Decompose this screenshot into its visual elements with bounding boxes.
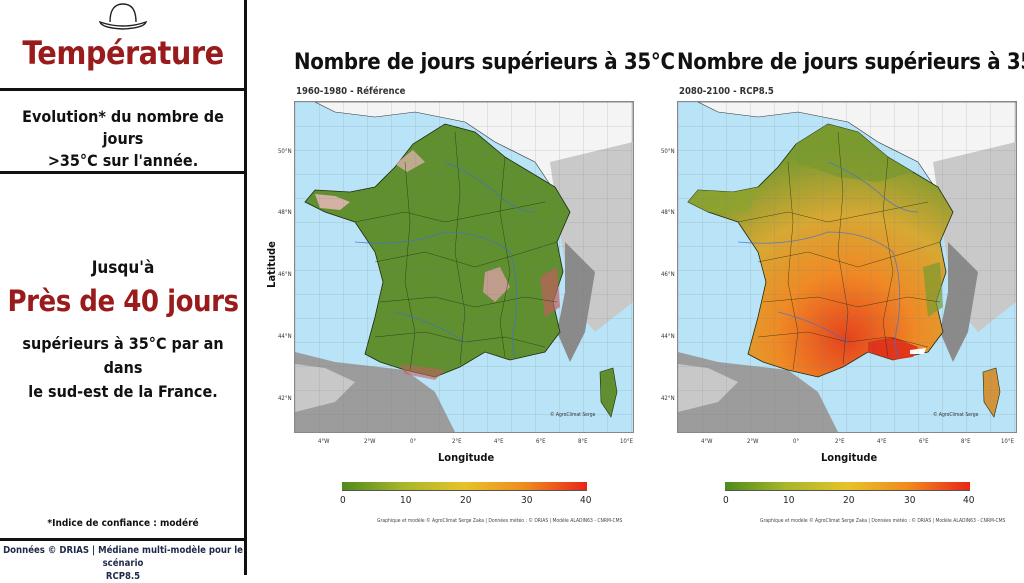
source-note: Données © DRIAS | Médiane multi-modèle p… (0, 544, 246, 583)
colorbar-tick: 0 (723, 495, 729, 506)
x-tick: 2°W (364, 438, 376, 445)
x-tick: 6°E (536, 438, 546, 445)
x-tick: 4°W (318, 438, 330, 445)
colorbar-tick: 10 (783, 495, 795, 506)
x-tick: 8°E (961, 438, 971, 445)
x-tick: 2°W (747, 438, 759, 445)
map-title: Nombre de jours supérieurs à 35°C (294, 50, 675, 75)
colorbar-tick: 20 (843, 495, 855, 506)
sidebar: Température Evolution* du nombre de jour… (0, 0, 247, 582)
map-watermark: © AgroClimat Serge (550, 412, 596, 418)
evolution-line-1: Evolution* du nombre de jours (22, 107, 224, 148)
map-credit: Graphique et modèle © AgroClimat Serge Z… (377, 518, 623, 524)
map-panel-rcp85: Nombre de jours supérieurs à 35°C 2080-2… (643, 0, 1024, 575)
x-tick: 0° (793, 438, 800, 445)
x-tick: 10°E (620, 438, 633, 445)
y-tick: 48°N (661, 209, 675, 216)
x-tick: 4°W (701, 438, 713, 445)
x-tick: 2°E (835, 438, 845, 445)
colorbar-tick: 40 (963, 495, 975, 506)
colorbar-tick: 40 (580, 495, 592, 506)
colorbar (342, 482, 587, 491)
y-axis-label: Latitude (264, 241, 278, 288)
evolution-text: Evolution* du nombre de jours >35°C sur … (6, 106, 240, 172)
map-credit: Graphique et modèle © AgroClimat Serge Z… (760, 518, 1006, 524)
highlight-text: Près de 40 jours (7, 284, 239, 318)
divider (0, 171, 246, 174)
x-tick: 2°E (452, 438, 462, 445)
colorbar (725, 482, 970, 491)
description-line-2: le sud-est de la France. (28, 382, 218, 401)
map-title: Nombre de jours supérieurs à 35°C (677, 50, 1024, 75)
colorbar-tick: 0 (340, 495, 346, 506)
map-reference (294, 101, 634, 433)
colorbar-baseline (725, 490, 970, 491)
y-tick: 50°N (661, 148, 675, 155)
divider (0, 538, 246, 541)
x-tick: 8°E (578, 438, 588, 445)
y-tick: 46°N (278, 271, 292, 278)
evolution-line-2: >35°C sur l'année. (47, 151, 199, 170)
x-tick: 0° (410, 438, 417, 445)
map-rcp85 (677, 101, 1017, 433)
colorbar-baseline (342, 490, 587, 491)
source-line-2: RCP8.5 (105, 571, 141, 582)
y-tick: 44°N (278, 333, 292, 340)
divider (0, 88, 246, 91)
x-axis-label: Longitude (438, 451, 495, 464)
y-tick: 42°N (278, 395, 292, 402)
description-line-1: supérieurs à 35°C par an dans (22, 334, 224, 377)
jusqua-text: Jusqu'à (91, 258, 155, 278)
x-tick: 4°E (494, 438, 504, 445)
x-tick: 4°E (877, 438, 887, 445)
map-subtitle: 1960-1980 - Référence (296, 86, 406, 97)
y-tick: 42°N (661, 395, 675, 402)
y-tick: 50°N (278, 148, 292, 155)
y-tick: 44°N (661, 333, 675, 340)
y-tick: 46°N (661, 271, 675, 278)
divider (244, 0, 247, 575)
map-panel-reference: Nombre de jours supérieurs à 35°C 1960-1… (260, 0, 675, 575)
confidence-note: *Indice de confiance : modéré (47, 518, 199, 529)
y-tick: 48°N (278, 209, 292, 216)
source-line-1: Données © DRIAS | Médiane multi-modèle p… (3, 545, 243, 569)
colorbar-tick: 20 (460, 495, 472, 506)
colorbar-tick: 30 (521, 495, 533, 506)
sidebar-title: Température (22, 34, 224, 72)
x-tick: 6°E (919, 438, 929, 445)
colorbar-tick: 10 (400, 495, 412, 506)
description-text: supérieurs à 35°C par an dans le sud-est… (4, 332, 242, 404)
x-tick: 10°E (1001, 438, 1014, 445)
map-subtitle: 2080-2100 - RCP8.5 (679, 86, 774, 97)
colorbar-tick: 30 (904, 495, 916, 506)
hat-icon (98, 3, 148, 30)
map-watermark: © AgroClimat Serge (933, 412, 979, 418)
x-axis-label: Longitude (821, 451, 878, 464)
